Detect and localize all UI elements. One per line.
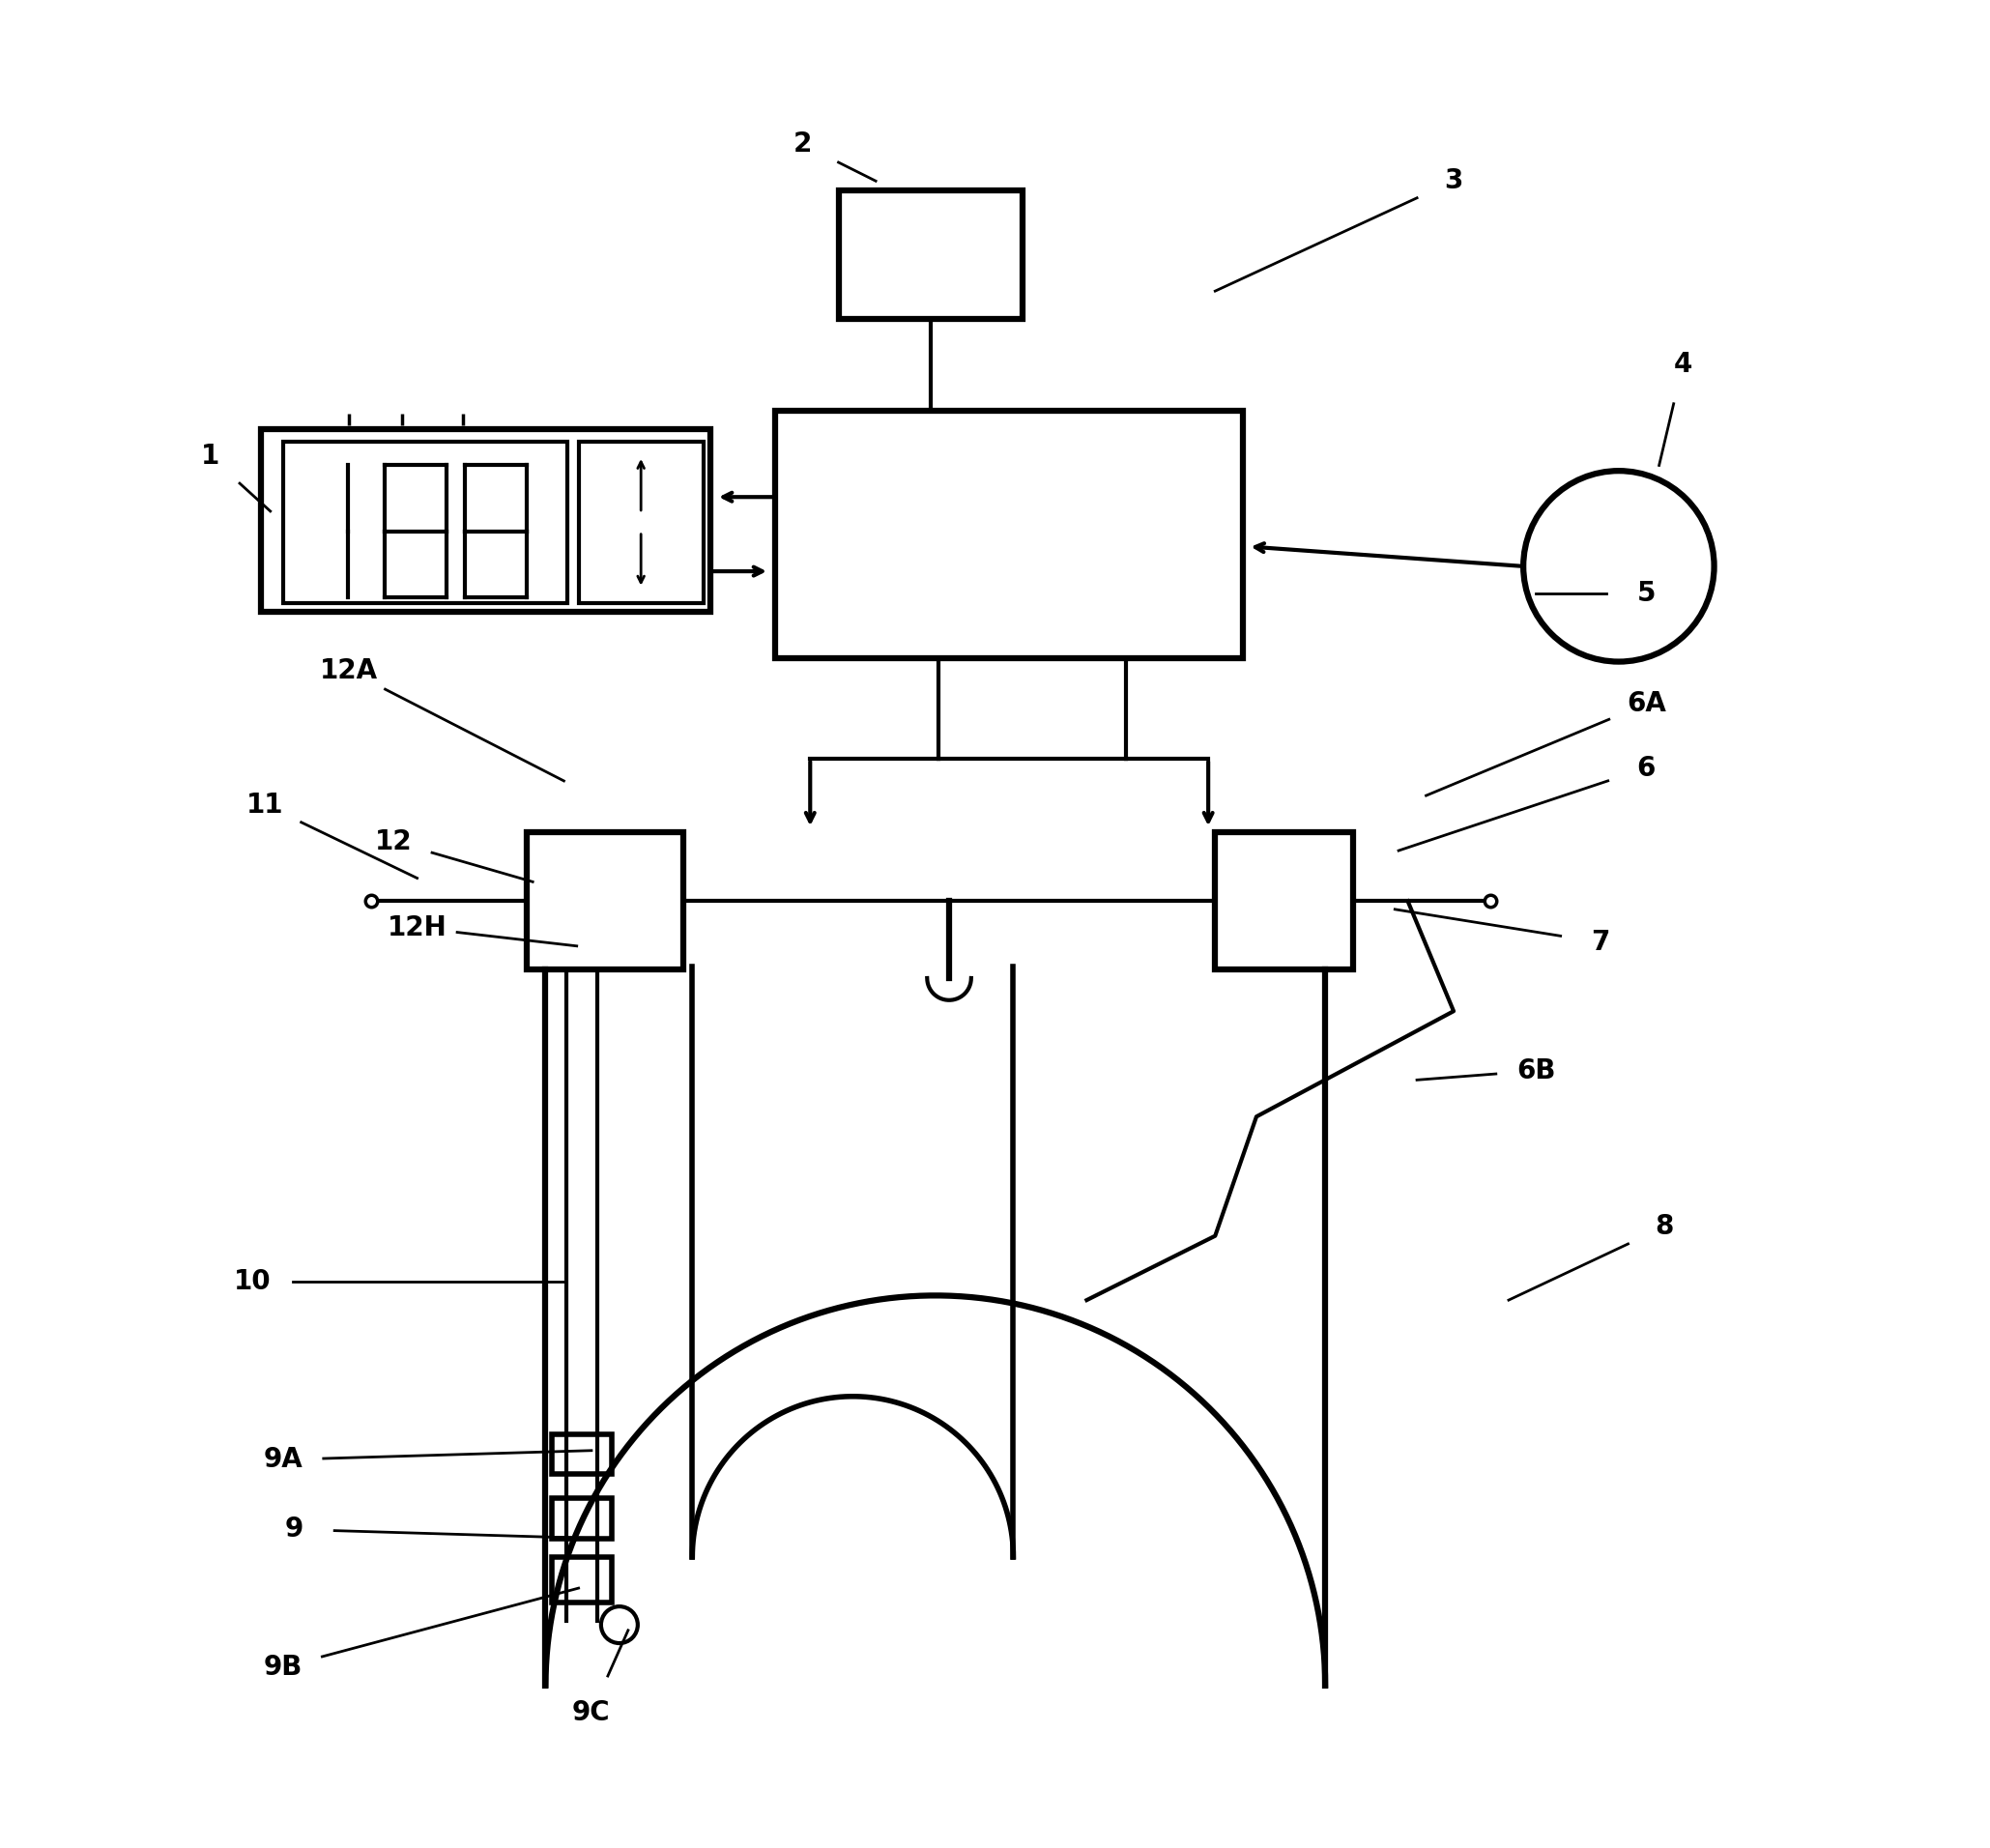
Bar bbox=[579, 442, 702, 602]
Text: 5: 5 bbox=[1638, 580, 1656, 608]
Text: 6A: 6A bbox=[1626, 691, 1666, 717]
Text: 2: 2 bbox=[792, 131, 812, 157]
Bar bbox=[527, 832, 683, 970]
Bar bbox=[261, 429, 710, 612]
Text: 7: 7 bbox=[1592, 930, 1610, 955]
Text: 9B: 9B bbox=[265, 1654, 302, 1680]
Text: 1: 1 bbox=[201, 444, 219, 469]
Text: 10: 10 bbox=[233, 1268, 271, 1295]
Text: 3: 3 bbox=[1445, 168, 1463, 194]
Bar bbox=[1216, 832, 1353, 970]
Bar bbox=[774, 410, 1242, 658]
Text: 9A: 9A bbox=[263, 1447, 302, 1473]
Text: 9C: 9C bbox=[573, 1700, 611, 1726]
Text: 6: 6 bbox=[1638, 754, 1656, 782]
Bar bbox=[283, 442, 567, 602]
Bar bbox=[840, 190, 1023, 318]
Text: 4: 4 bbox=[1674, 351, 1691, 379]
Text: 11: 11 bbox=[247, 791, 283, 819]
Text: 9: 9 bbox=[285, 1515, 304, 1543]
Bar bbox=[551, 1499, 613, 1539]
Text: 12: 12 bbox=[374, 828, 412, 856]
Text: 8: 8 bbox=[1656, 1212, 1674, 1240]
Text: 6B: 6B bbox=[1516, 1057, 1556, 1085]
Text: 12H: 12H bbox=[388, 915, 448, 941]
Text: 12A: 12A bbox=[320, 658, 378, 684]
Bar bbox=[551, 1556, 613, 1602]
Bar bbox=[551, 1434, 613, 1475]
